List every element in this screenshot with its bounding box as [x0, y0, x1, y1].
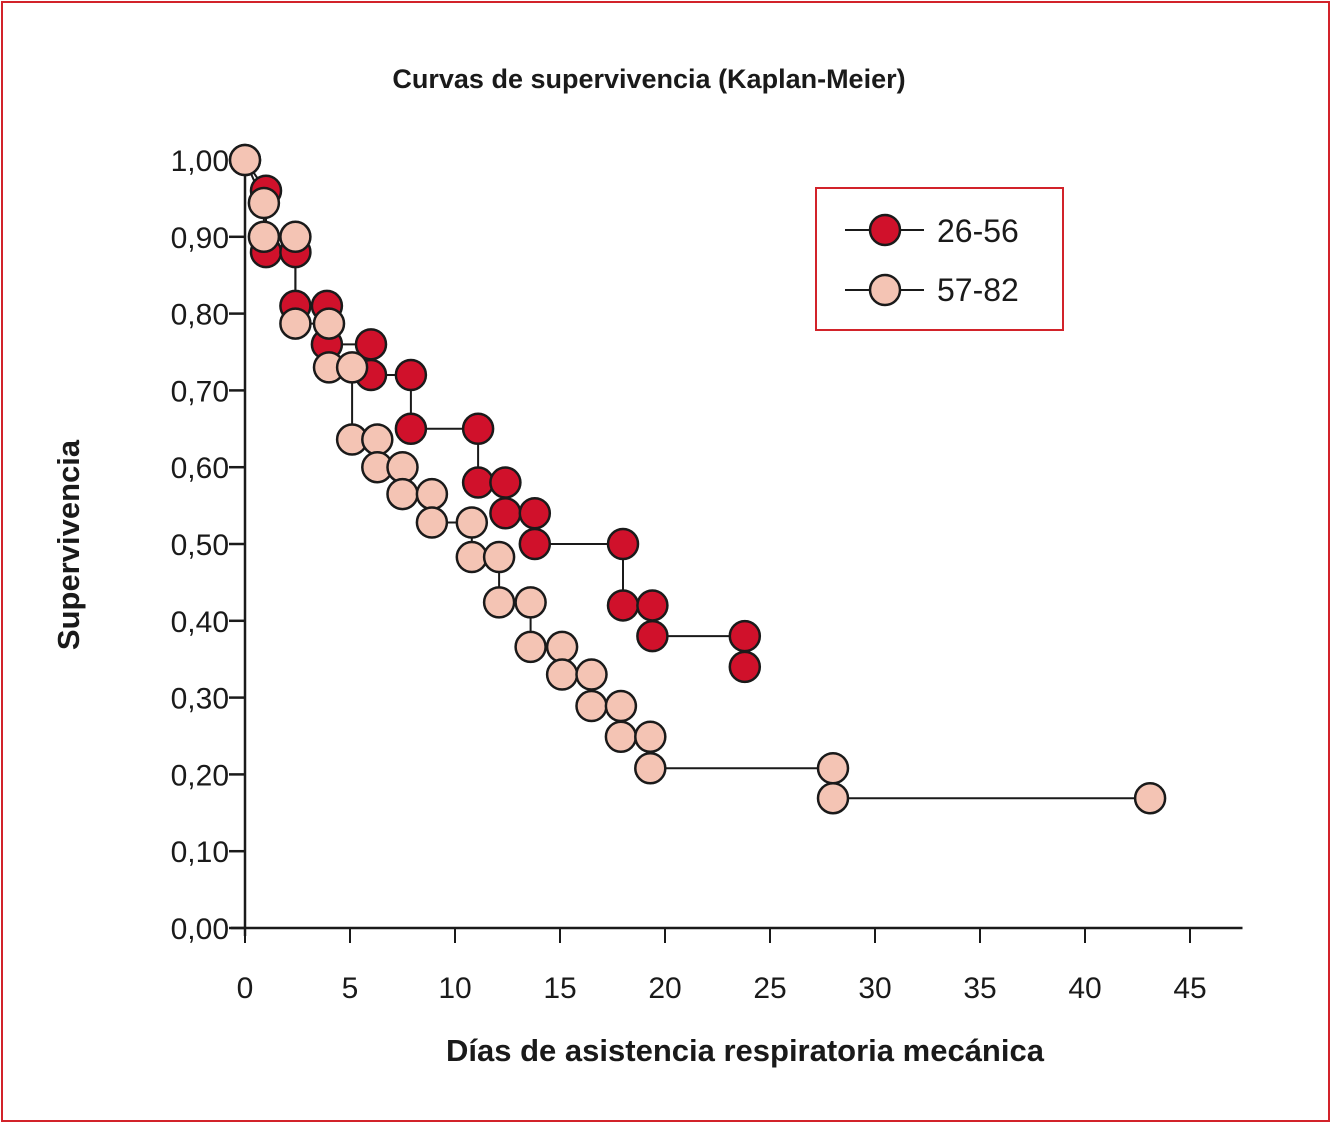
y-axis-label: Supervivencia	[51, 439, 86, 650]
data-point-57-82	[816, 781, 850, 815]
data-point-57-82	[482, 586, 516, 619]
y-tick-label: 0,40	[171, 606, 229, 639]
data-point-57-82	[415, 477, 449, 511]
legend-item-57-82: 57-82	[845, 272, 1019, 308]
data-point-57-82	[228, 143, 262, 177]
series-markers	[228, 143, 1167, 815]
data-point-57-82	[335, 351, 369, 384]
data-point-57-82	[279, 220, 312, 254]
data-point-57-82	[415, 506, 449, 539]
data-point-26-56	[636, 589, 669, 622]
data-point-57-82	[634, 752, 667, 785]
data-point-57-82	[545, 658, 579, 691]
x-tick-label: 35	[963, 972, 996, 1005]
y-tick-label: 0,60	[171, 452, 229, 485]
data-point-26-56	[636, 619, 669, 653]
x-tick-label: 30	[858, 972, 891, 1005]
data-point-57-82	[386, 477, 419, 511]
data-point-57-82	[604, 720, 638, 754]
x-tick-label: 45	[1173, 972, 1206, 1005]
data-point-26-56	[394, 358, 428, 392]
data-point-26-56	[728, 619, 762, 653]
axes: 0,00 0,10 0,20 0,30 0,40 0,50 0,60 0,70 0,80 0,90…	[171, 145, 1243, 1005]
y-tick-label: 0,70	[171, 375, 229, 408]
data-point-57-82	[634, 720, 667, 754]
data-point-57-82	[816, 752, 850, 785]
data-point-57-82	[575, 689, 608, 723]
data-point-57-82	[514, 630, 547, 664]
x-tick-label: 40	[1068, 972, 1101, 1005]
data-point-26-56	[461, 412, 495, 446]
data-point-57-82	[279, 307, 312, 340]
y-tick-label: 0,20	[171, 759, 229, 792]
data-point-57-82	[386, 450, 419, 484]
x-tick-label: 0	[237, 972, 254, 1005]
legend-label: 26-56	[937, 213, 1019, 249]
x-tick-label: 15	[543, 972, 576, 1005]
data-point-57-82	[455, 506, 489, 539]
y-tick-label: 0,80	[171, 299, 229, 332]
chart-title: Curvas de supervivencia (Kaplan-Meier)	[392, 64, 905, 94]
data-point-57-82	[247, 186, 281, 220]
data-point-26-56	[394, 412, 428, 446]
data-point-57-82	[247, 220, 281, 254]
data-point-26-56	[489, 497, 522, 530]
x-tick-label: 25	[753, 972, 786, 1005]
data-point-26-56	[461, 466, 495, 499]
y-tick-label: 0,00	[171, 913, 229, 946]
data-point-26-56	[606, 527, 640, 561]
data-point-26-56	[728, 650, 762, 684]
x-tick-label: 20	[648, 972, 681, 1005]
data-point-57-82	[361, 423, 394, 456]
y-tick-label: 0,30	[171, 683, 229, 716]
legend-marker	[868, 213, 902, 247]
data-point-57-82	[575, 658, 608, 691]
data-point-57-82	[482, 540, 516, 574]
legend-item-26-56: 26-56	[845, 213, 1019, 249]
x-tick-label: 5	[342, 972, 359, 1005]
data-point-26-56	[518, 497, 552, 530]
data-point-26-56	[489, 466, 522, 499]
legend-box	[815, 187, 1064, 331]
legend-label: 57-82	[937, 272, 1019, 308]
legend-marker	[868, 273, 902, 307]
data-point-57-82	[1133, 781, 1167, 815]
y-tick-label: 0,10	[171, 836, 229, 869]
data-point-57-82	[312, 307, 346, 340]
y-tick-label: 0,50	[171, 529, 229, 562]
data-point-57-82	[545, 630, 579, 664]
data-point-57-82	[604, 689, 638, 723]
data-point-57-82	[514, 586, 547, 619]
legend: 26-56 57-82	[815, 187, 1064, 331]
data-point-57-82	[455, 540, 489, 574]
data-point-26-56	[606, 589, 640, 622]
y-tick-label: 0,90	[171, 222, 229, 255]
x-tick-label: 10	[438, 972, 471, 1005]
y-tick-label: 1,00	[171, 145, 229, 178]
x-axis-label: Días de asistencia respiratoria mecánica	[446, 1033, 1045, 1068]
data-point-26-56	[518, 527, 552, 561]
